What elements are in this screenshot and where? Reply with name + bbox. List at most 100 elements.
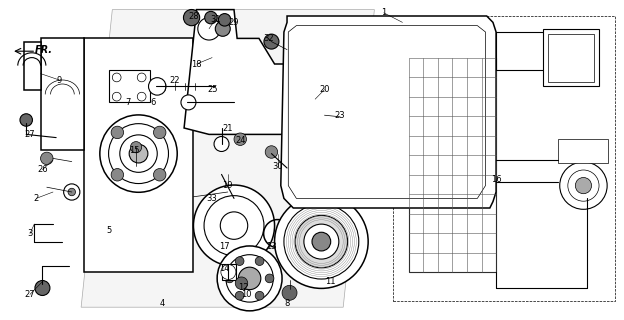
- Text: 10: 10: [241, 290, 251, 299]
- Polygon shape: [41, 38, 84, 150]
- Text: 5: 5: [107, 226, 112, 235]
- Circle shape: [265, 274, 274, 283]
- Polygon shape: [84, 38, 193, 272]
- Circle shape: [205, 12, 217, 24]
- Text: 13: 13: [266, 242, 277, 251]
- Circle shape: [149, 78, 166, 95]
- Circle shape: [235, 277, 248, 289]
- Circle shape: [109, 124, 168, 184]
- Circle shape: [129, 144, 148, 163]
- Circle shape: [154, 126, 166, 139]
- Bar: [543, 29, 599, 86]
- Circle shape: [217, 246, 282, 311]
- Text: 22: 22: [170, 76, 180, 84]
- Circle shape: [111, 169, 124, 181]
- Circle shape: [181, 95, 196, 110]
- Circle shape: [238, 267, 261, 290]
- Circle shape: [234, 133, 246, 146]
- Text: 17: 17: [219, 242, 230, 251]
- Text: 31: 31: [210, 15, 221, 24]
- Text: 12: 12: [238, 284, 248, 292]
- Polygon shape: [222, 264, 236, 280]
- Circle shape: [275, 195, 368, 288]
- Circle shape: [312, 232, 331, 251]
- Circle shape: [130, 141, 142, 153]
- Circle shape: [560, 162, 607, 209]
- Circle shape: [221, 265, 236, 279]
- Circle shape: [68, 188, 76, 196]
- Bar: [548, 34, 594, 82]
- Circle shape: [120, 135, 157, 172]
- Text: 7: 7: [125, 98, 130, 107]
- Circle shape: [575, 178, 592, 194]
- Circle shape: [235, 257, 244, 266]
- Circle shape: [265, 146, 278, 158]
- Circle shape: [295, 215, 348, 268]
- Circle shape: [333, 109, 348, 124]
- Circle shape: [112, 92, 121, 101]
- Circle shape: [568, 170, 599, 201]
- Circle shape: [137, 73, 146, 82]
- Circle shape: [41, 152, 53, 165]
- Circle shape: [264, 34, 279, 49]
- Circle shape: [220, 212, 248, 239]
- Circle shape: [255, 291, 264, 300]
- Circle shape: [235, 291, 244, 300]
- Text: 28: 28: [188, 12, 199, 20]
- Text: 23: 23: [334, 111, 346, 120]
- Circle shape: [226, 255, 273, 302]
- Text: 32: 32: [263, 34, 274, 43]
- Circle shape: [112, 73, 121, 82]
- Text: 14: 14: [220, 264, 230, 273]
- Circle shape: [214, 137, 229, 151]
- Text: 11: 11: [326, 277, 336, 286]
- Text: FR.: FR.: [35, 44, 52, 55]
- Circle shape: [295, 83, 335, 122]
- Circle shape: [20, 114, 32, 126]
- Circle shape: [255, 257, 264, 266]
- Text: 24: 24: [235, 136, 245, 145]
- Circle shape: [225, 274, 234, 283]
- Text: 19: 19: [223, 181, 233, 190]
- Bar: [393, 16, 615, 301]
- Circle shape: [193, 185, 275, 266]
- Circle shape: [204, 196, 264, 256]
- Text: 26: 26: [37, 165, 48, 174]
- Polygon shape: [81, 10, 374, 307]
- Polygon shape: [558, 139, 608, 163]
- Text: 15: 15: [129, 146, 139, 155]
- Circle shape: [100, 115, 177, 192]
- Text: 27: 27: [24, 130, 36, 139]
- Polygon shape: [109, 70, 150, 102]
- Polygon shape: [281, 16, 496, 208]
- Circle shape: [304, 224, 339, 259]
- Text: 6: 6: [150, 98, 155, 107]
- Text: 2: 2: [34, 194, 39, 203]
- Circle shape: [35, 281, 50, 295]
- Text: 29: 29: [229, 18, 239, 27]
- Text: 30: 30: [272, 162, 283, 171]
- Text: 4: 4: [160, 300, 165, 308]
- Circle shape: [218, 14, 231, 26]
- Circle shape: [154, 169, 166, 181]
- Polygon shape: [184, 10, 312, 134]
- Circle shape: [418, 135, 474, 191]
- Text: 3: 3: [27, 229, 32, 238]
- Text: 27: 27: [24, 290, 36, 299]
- Circle shape: [284, 204, 359, 279]
- Circle shape: [215, 21, 230, 36]
- Circle shape: [427, 145, 465, 182]
- Circle shape: [287, 226, 293, 232]
- Polygon shape: [24, 42, 41, 90]
- Circle shape: [183, 10, 200, 26]
- Text: 21: 21: [223, 124, 233, 132]
- Circle shape: [198, 18, 220, 40]
- Circle shape: [64, 184, 80, 200]
- Circle shape: [137, 92, 146, 101]
- Text: 33: 33: [207, 194, 218, 203]
- Circle shape: [303, 90, 328, 115]
- Circle shape: [111, 126, 124, 139]
- Circle shape: [287, 235, 293, 241]
- Circle shape: [309, 96, 321, 109]
- Text: 8: 8: [285, 300, 290, 308]
